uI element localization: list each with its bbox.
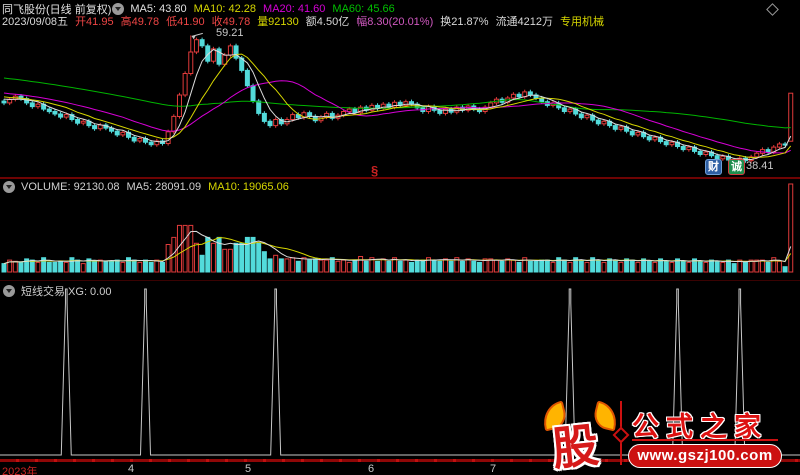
ma-value-labels: MA5: 43.80 MA10: 42.28 MA20: 41.60 MA60: 45… [130, 3, 401, 15]
panel-divider-middle[interactable] [0, 280, 800, 281]
indicator-label: 短线交易 XG: 0.00 [21, 286, 112, 298]
text-run: 2023/09/08五 [2, 16, 69, 28]
text-run: MA20: 41.60 [263, 3, 326, 15]
collapse-main-panel-icon[interactable] [112, 3, 125, 15]
text-run: 额4.50亿 [305, 16, 350, 28]
text-run: MA10: 42.28 [193, 3, 257, 15]
volume-chart[interactable] [0, 179, 800, 280]
bull-stamp-logo: 股 [539, 400, 621, 475]
text-run: 高49.78 [120, 16, 160, 28]
text-run: MA60: 45.66 [332, 3, 395, 15]
watermark-badge-cai: 财 [705, 159, 722, 175]
text-run: VOLUME: 92130.08 [21, 181, 120, 193]
chart-header-line1: 同飞股份(日线 前复权) MA5: 43.80 MA10: 42.28 MA20: … [2, 1, 402, 17]
time-axis[interactable] [0, 459, 800, 462]
high-price-label: 59.21 [216, 27, 244, 39]
axis-tick-label: 5 [245, 463, 252, 475]
text-run: 专用机械 [560, 16, 605, 28]
section-marker: § [371, 163, 379, 178]
text-run: 低41.90 [166, 16, 205, 28]
volume-value-labels: VOLUME: 92130.08 MA5: 28091.09 MA10: 19065… [21, 181, 296, 193]
text-run: 开41.95 [75, 16, 114, 28]
stock-title: 同飞股份(日线 前复权) [2, 4, 112, 16]
text-run: 量92130 [257, 16, 299, 28]
axis-tick-label: 7 [490, 463, 497, 475]
watermark-badge-cheng: 诚 [728, 159, 745, 175]
text-run: MA10: 19065.06 [208, 181, 289, 193]
candlestick-chart[interactable] [0, 25, 800, 178]
daily-quote-line: 2023/09/08五 开41.95 高49.78 低41.90 收49.78 量9213… [2, 13, 611, 29]
collapse-volume-panel-icon[interactable] [3, 181, 15, 193]
axis-tick-label: 6 [368, 463, 375, 475]
indicator-header: 短线交易 XG: 0.00 [2, 283, 111, 299]
axis-tick-label: 4 [128, 463, 135, 475]
low-price-label: 38.41 [746, 160, 774, 172]
collapse-indicator-panel-icon[interactable] [3, 285, 15, 297]
stamp-character: 股 [549, 418, 601, 475]
website-url[interactable]: www.gszj100.com [628, 444, 782, 468]
volume-header: VOLUME: 92130.08 MA5: 28091.09 MA10: 19065… [2, 181, 296, 193]
marker-diamond-icon[interactable] [766, 3, 779, 16]
panel-divider-top[interactable] [0, 177, 800, 179]
brand-underline [632, 439, 778, 441]
text-run: MA5: 28091.09 [126, 181, 202, 193]
brand-name: 公式之家 [632, 412, 768, 442]
text-run: 幅8.30(20.01%) [356, 16, 434, 28]
text-run: 流通4212万 [495, 16, 554, 28]
text-run: MA5: 43.80 [130, 3, 187, 15]
text-run: 换21.87% [440, 16, 489, 28]
text-run: 收49.78 [211, 16, 251, 28]
axis-tick-label: 2023年 [2, 466, 38, 475]
gszj-watermark-logo[interactable]: 股 公式之家 www.gszj100.com [539, 400, 788, 475]
